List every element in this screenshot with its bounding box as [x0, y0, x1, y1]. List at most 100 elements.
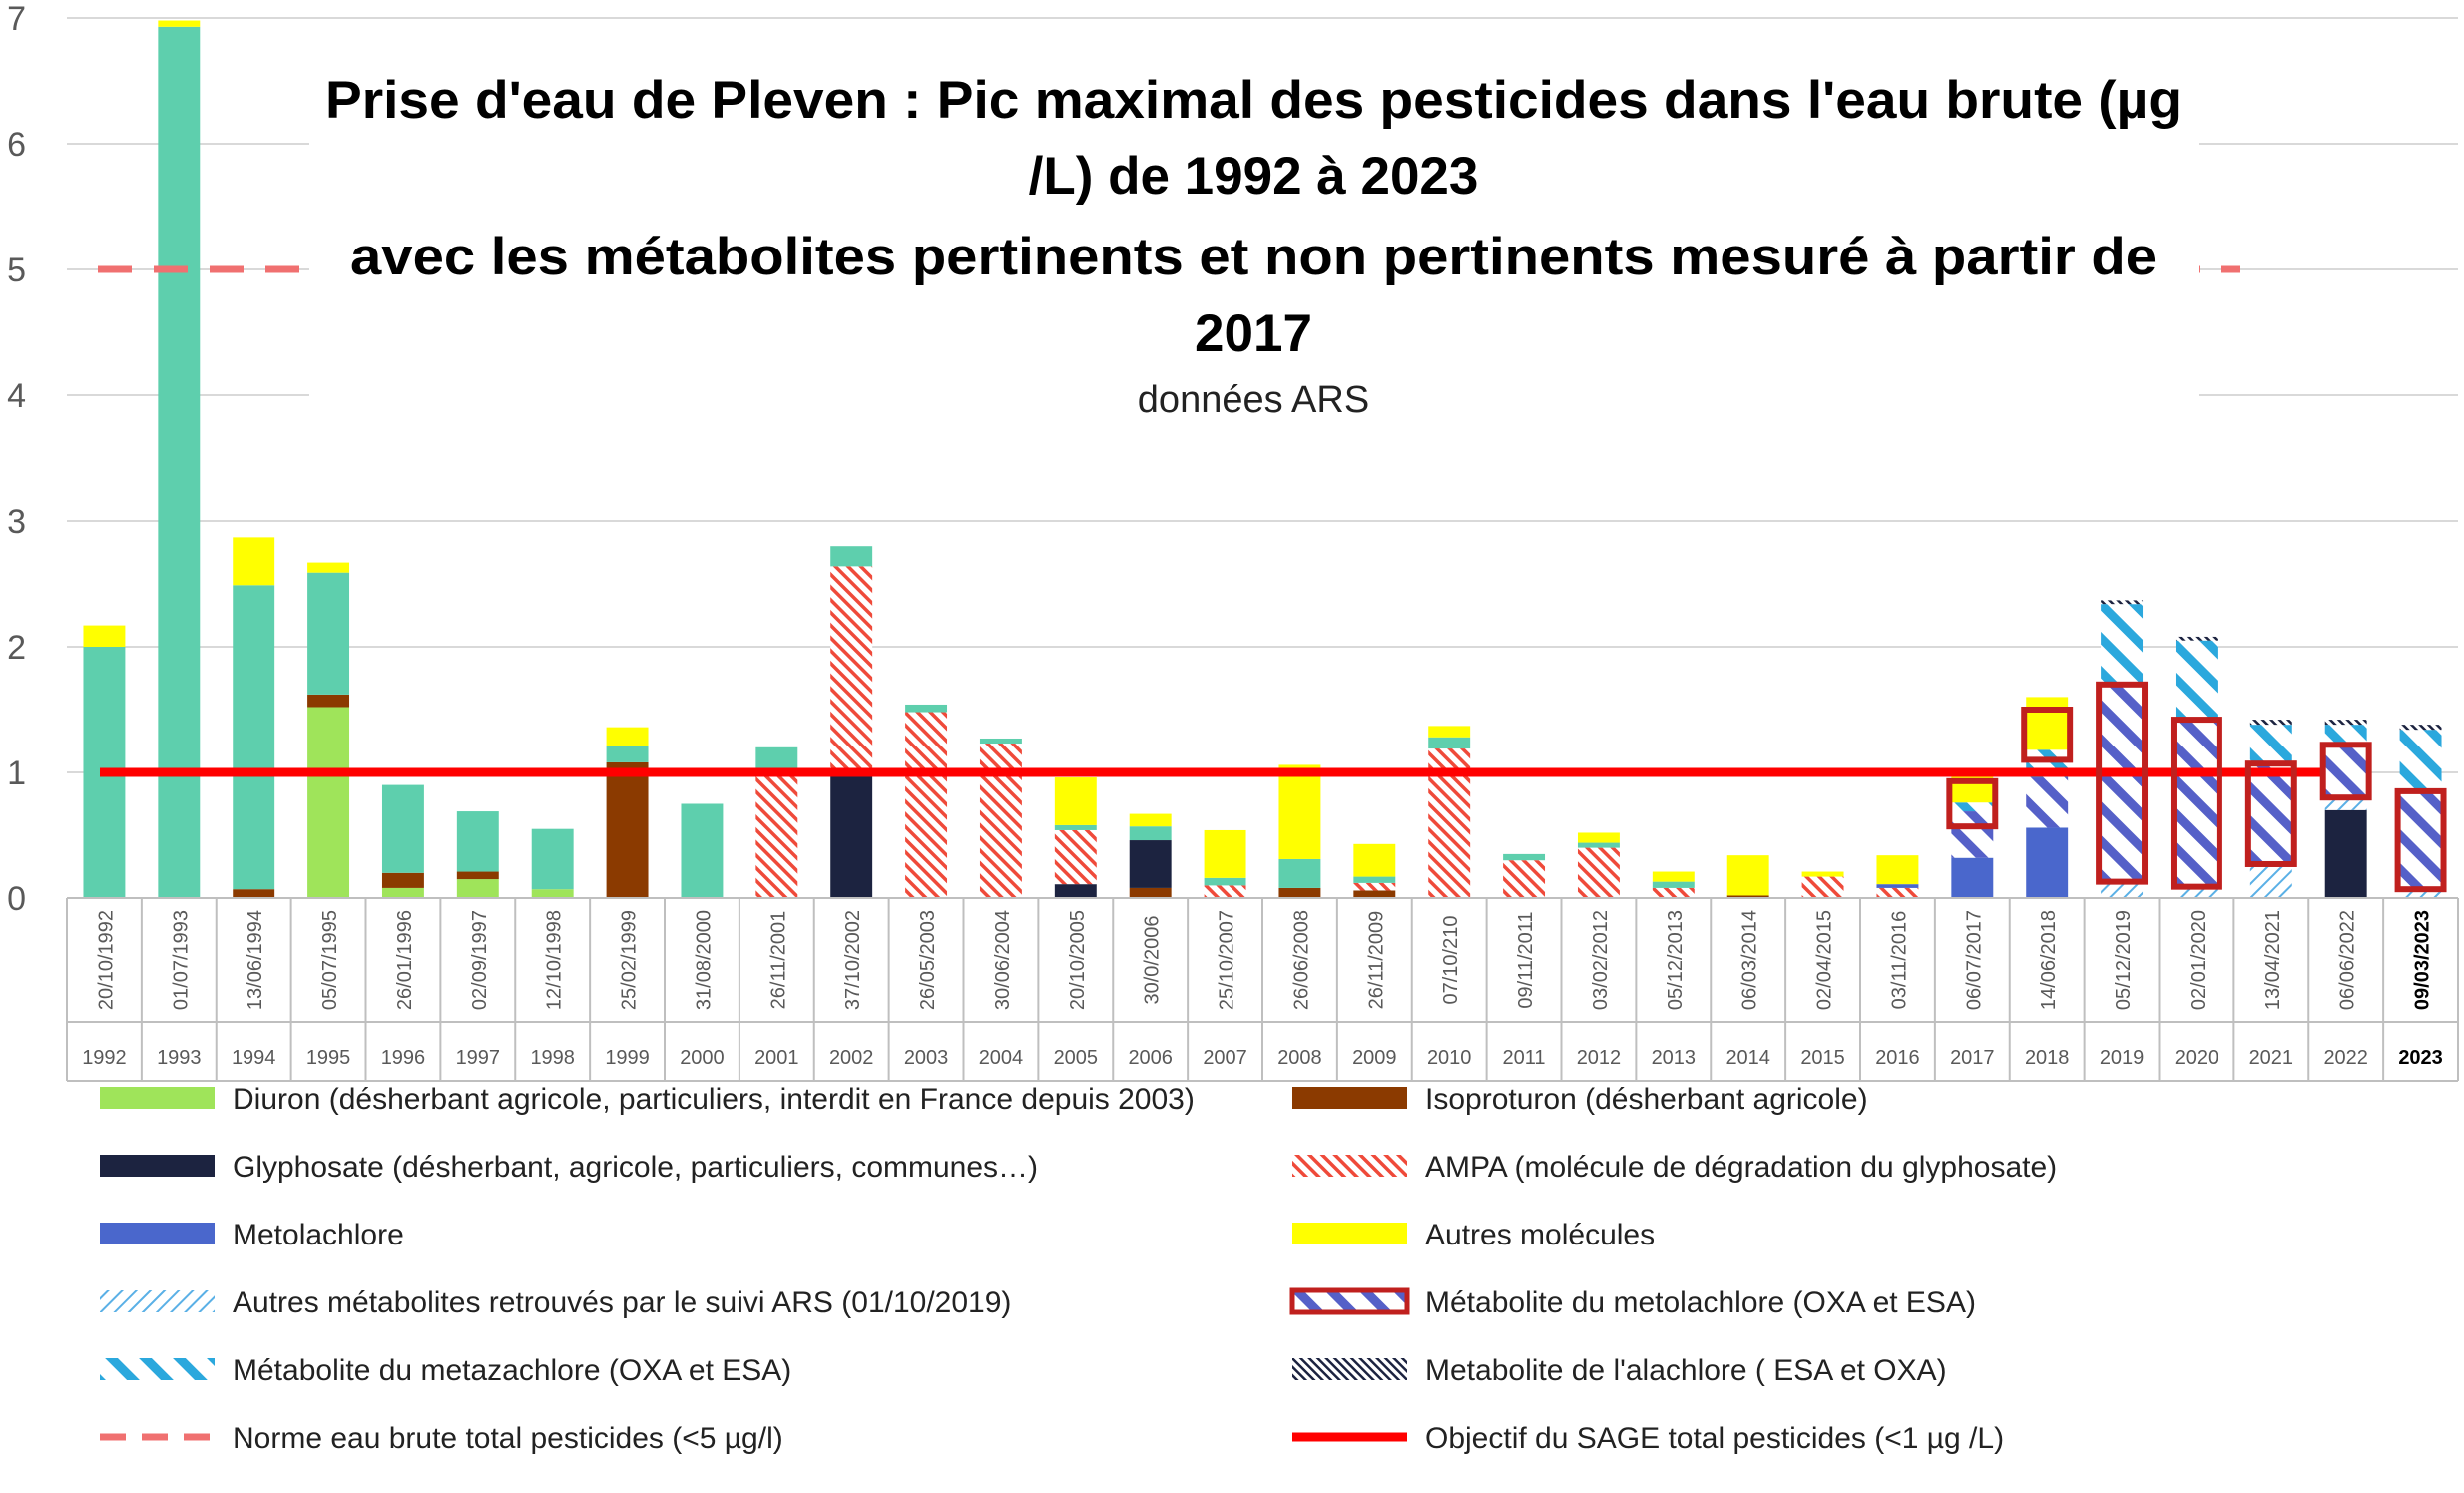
bar-segment [1054, 884, 1097, 898]
bars [83, 20, 2442, 898]
legend-label: Diuron (désherbant agricole, particulier… [233, 1083, 1195, 1116]
bar-segment [83, 625, 126, 647]
x-date-label: 09/03/2023 [2412, 910, 2434, 1010]
y-tick-label: 7 [7, 0, 26, 38]
legend-swatch [100, 1358, 215, 1380]
bar-segment [1353, 890, 1396, 898]
bar-segment [1951, 857, 1994, 898]
highlight-boxes [1946, 681, 2447, 893]
bar-segment [1054, 829, 1097, 885]
bar-segment [1652, 871, 1695, 882]
bar-segment [2175, 886, 2218, 898]
legend-label: Isoproturon (désherbant agricole) [1425, 1083, 1868, 1116]
highlight-box [2319, 742, 2372, 801]
bar-segment [905, 704, 948, 713]
x-date-label: 37/10/2002 [842, 910, 864, 1010]
bar-segment [1204, 877, 1246, 886]
bar-segment [1129, 840, 1172, 888]
x-year-label: 2017 [1950, 1047, 1995, 1069]
bar-segment [2324, 745, 2367, 798]
chart-title-line: Prise d'eau de Pleven : Pic maximal des … [325, 71, 2182, 130]
legend-swatch [1289, 1287, 1410, 1315]
x-date-label: 12/10/1998 [544, 910, 566, 1010]
legend-label: Autres métabolites retrouvés par le suiv… [233, 1286, 1011, 1319]
bar-segment [979, 738, 1022, 745]
bar-segment [1428, 726, 1471, 738]
y-tick-label: 2 [7, 629, 26, 667]
bar-segment [307, 707, 350, 898]
legend-swatch [100, 1223, 215, 1244]
bar-segment [830, 566, 873, 776]
bar-segment [681, 803, 724, 898]
x-year-label: 2001 [754, 1047, 799, 1069]
title-background [309, 44, 2199, 430]
x-year-label: 2012 [1577, 1047, 1622, 1069]
x-date-label: 06/07/2017 [1963, 910, 1985, 1010]
bar-segment [2101, 684, 2144, 882]
axes: 0 1 2 3 4 5 6 7 20/10/1992 01/07/1993 13/06/1994 05… [7, 0, 2459, 1082]
y-tick-label: 6 [7, 126, 26, 164]
bar-segment [531, 828, 574, 890]
highlight-box [2096, 681, 2149, 885]
x-year-label: 2008 [1277, 1047, 1322, 1069]
chart-subtitle: données ARS [1138, 379, 1369, 421]
x-year-label: 2022 [2323, 1047, 2368, 1069]
legend-swatch [1292, 1087, 1407, 1109]
bar-segment [1503, 860, 1546, 898]
y-tick-label: 0 [7, 880, 26, 918]
highlight-box [2170, 717, 2222, 890]
bar-segment [1652, 881, 1695, 888]
bar-segment [1652, 887, 1695, 898]
bar-segment [307, 694, 350, 708]
legend-item: Métabolite du metazachlore (OXA et ESA) [100, 1354, 791, 1387]
x-year-label: 2004 [979, 1047, 1024, 1069]
bar-segment [307, 572, 350, 695]
legend-item: Metolachlore [100, 1219, 404, 1251]
bar-segment [2249, 720, 2292, 726]
x-year-label: 2021 [2249, 1047, 2294, 1069]
bar-segment [1054, 777, 1097, 825]
y-tick-label: 3 [7, 503, 26, 541]
bar-segment [2324, 725, 2367, 746]
x-year-label: 2003 [904, 1047, 949, 1069]
x-year-label: 2011 [1503, 1047, 1546, 1069]
legend-swatch [1292, 1155, 1407, 1177]
bar-segment [158, 26, 201, 898]
legend-label: Autres molécules [1425, 1219, 1655, 1251]
x-date-label: 26/06/2008 [1290, 910, 1312, 1010]
x-year-label: 2007 [1203, 1047, 1247, 1069]
x-date-label: 26/01/1996 [394, 910, 416, 1010]
x-year-label: 2018 [2025, 1047, 2070, 1069]
x-date-label: 05/07/1995 [319, 910, 341, 1010]
bar-segment [2249, 863, 2292, 898]
x-date-label: 02/04/2015 [1814, 910, 1836, 1010]
x-year-label: 2023 [2398, 1047, 2443, 1069]
legend-item: Autres molécules [1292, 1219, 1655, 1251]
x-year-label: 2002 [829, 1047, 874, 1069]
bar-segment [233, 585, 275, 890]
legend-item: Glyphosate (désherbant, agricole, partic… [100, 1151, 1038, 1184]
bar-segment [1204, 885, 1246, 898]
legend-label: Métabolite du metazachlore (OXA et ESA) [233, 1354, 791, 1387]
bar-segment [1278, 887, 1321, 898]
bar-segment [755, 772, 798, 898]
bar-segment [1577, 842, 1620, 848]
bar-segment [1129, 826, 1172, 841]
bar-segment [1951, 802, 1994, 812]
legend-item: Isoproturon (désherbant agricole) [1292, 1083, 1868, 1116]
legend-swatch [100, 1290, 215, 1312]
bar-segment [531, 889, 574, 898]
x-year-label: 2005 [1054, 1047, 1099, 1069]
chart-title-line: 2017 [1195, 304, 1312, 363]
x-year-label: 1995 [306, 1047, 351, 1069]
x-year-label: 2000 [680, 1047, 725, 1069]
x-date-label: 09/11/2011 [1515, 911, 1537, 1008]
bar-segment [606, 761, 649, 898]
bar-segment [2026, 777, 2069, 828]
y-tick-label: 5 [7, 251, 26, 289]
y-tick-label: 4 [7, 377, 26, 415]
bar-segment [979, 744, 1022, 898]
x-date-label: 30/06/2004 [992, 910, 1014, 1010]
legend-label: AMPA (molécule de dégradation du glyphos… [1425, 1151, 2057, 1184]
